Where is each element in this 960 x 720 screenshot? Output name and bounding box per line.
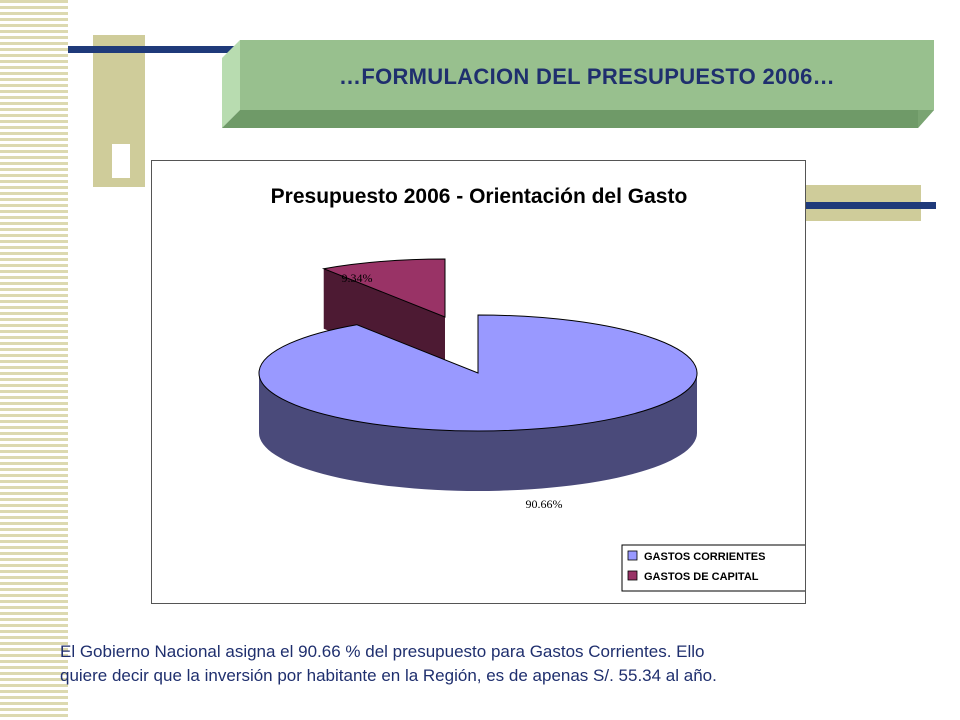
legend-box [621,544,805,592]
pie-slice-side-0 [259,373,697,491]
caption-line-2: quiere decir que la inversión por habita… [60,666,717,685]
decorative-bar-notch [112,144,130,178]
legend-label-0: GASTOS CORRIENTES [644,551,765,563]
chart-container: Presupuesto 2006 - Orientación del Gasto… [151,160,806,604]
caption-text: El Gobierno Nacional asigna el 90.66 % d… [60,640,940,688]
decorative-line-top [68,46,238,53]
caption-line-1: El Gobierno Nacional asigna el 90.66 % d… [60,642,705,661]
pie-slice-1 [321,258,446,318]
banner-shape [222,40,934,128]
page-title: …FORMULACION DEL PRESUPUESTO 2006… [339,64,835,89]
chart-legend: GASTOS CORRIENTES GASTOS DE CAPITAL [621,544,805,592]
chart-title: Presupuesto 2006 - Orientación del Gasto [271,185,688,208]
legend-swatch-1 [627,570,638,581]
data-label-1: 9.34% [342,271,373,285]
pie-slice-0 [258,314,698,432]
decorative-stripes [0,0,68,720]
decorative-line-right [806,202,936,209]
data-label-0: 90.66% [526,497,563,511]
legend-swatch-0 [627,550,638,561]
legend-label-1: GASTOS DE CAPITAL [644,571,759,583]
pie-chart: Presupuesto 2006 - Orientación del Gasto… [258,185,805,592]
title-banner: …FORMULACION DEL PRESUPUESTO 2006… [222,40,934,128]
